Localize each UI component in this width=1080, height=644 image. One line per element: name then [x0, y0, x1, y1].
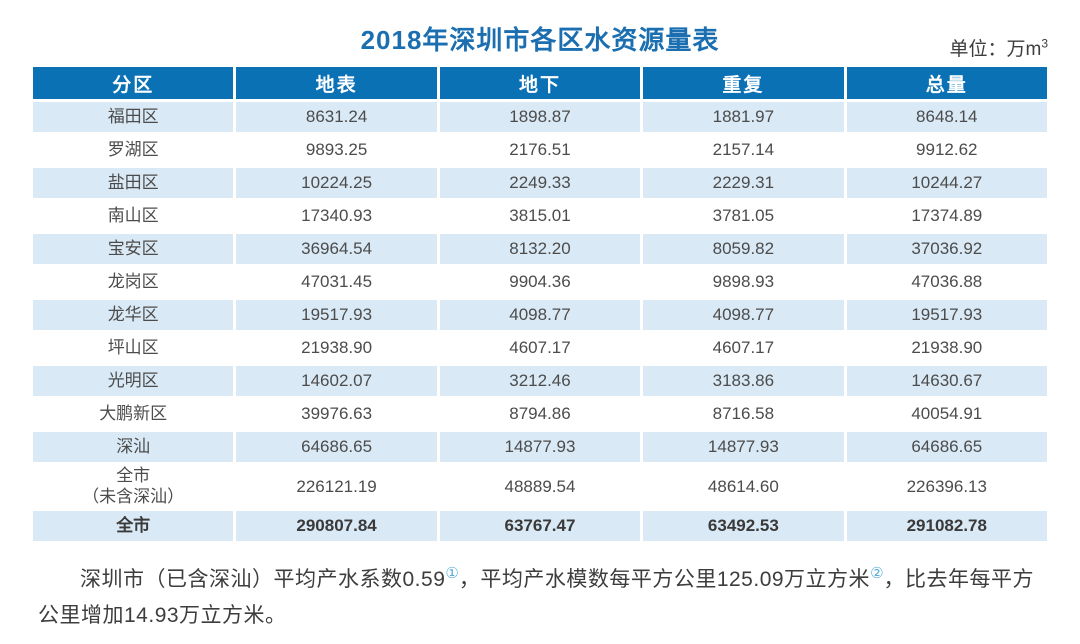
unit-text: 单位：万m: [949, 39, 1042, 60]
cell-value: 14877.93: [643, 432, 844, 462]
cell-value: 14602.07: [236, 366, 437, 396]
table-row: 南山区 17340.93 3815.01 3781.05 17374.89: [33, 201, 1047, 231]
footnote-text-2: ，平均产水模数每平方公里125.09万立方米: [458, 567, 871, 591]
table-row-total: 全市 290807.84 63767.47 63492.53 291082.78: [33, 510, 1047, 541]
cell-value: 47031.45: [236, 267, 437, 297]
cell-value: 19517.93: [846, 300, 1047, 330]
table-row: 大鹏新区 39976.63 8794.86 8716.58 40054.91: [33, 399, 1047, 429]
cell-value: 1881.97: [643, 102, 844, 132]
cell-value: 9912.62: [846, 135, 1047, 165]
cell-value: 40054.91: [846, 399, 1047, 429]
page-title: 2018年深圳市各区水资源量表: [360, 25, 720, 55]
cell-value: 9898.93: [643, 267, 844, 297]
cell-value: 3212.46: [439, 366, 641, 396]
header-band: 2018年深圳市各区水资源量表 单位：万m3: [30, 14, 1050, 64]
unit-label: 单位：万m3: [949, 34, 1048, 61]
cell-value: 3815.01: [439, 201, 641, 231]
cell-value: 226121.19: [236, 465, 437, 508]
cell-value: 8631.24: [236, 102, 437, 132]
cell-value: 1898.87: [439, 102, 641, 132]
cell-value: 21938.90: [236, 333, 437, 363]
footnote-text-1: 深圳市（已含深汕）平均产水系数0.59: [80, 567, 446, 591]
footnote-ref-1: ①: [445, 564, 459, 582]
cell-district: 福田区: [33, 102, 234, 132]
cell-value: 291082.78: [846, 510, 1047, 541]
cell-value: 8716.58: [643, 399, 844, 429]
table-row: 龙华区 19517.93 4098.77 4098.77 19517.93: [33, 300, 1047, 330]
cell-district: 龙华区: [33, 300, 234, 330]
cell-value: 4607.17: [643, 333, 844, 363]
column-header-district: 分区: [33, 67, 234, 99]
cell-value: 8648.14: [846, 102, 1047, 132]
table-row: 盐田区 10224.25 2249.33 2229.31 10244.27: [33, 168, 1047, 198]
cell-value: 9904.36: [439, 267, 641, 297]
table-header-row: 分区 地表 地下 重复 总量: [33, 67, 1047, 99]
cell-district: 全市 （未含深汕）: [33, 465, 234, 508]
cell-district: 南山区: [33, 201, 234, 231]
table-row: 全市 （未含深汕） 226121.19 48889.54 48614.60 22…: [33, 465, 1047, 508]
cell-value: 36964.54: [236, 234, 437, 264]
cell-value: 10244.27: [846, 168, 1047, 198]
cell-value: 21938.90: [846, 333, 1047, 363]
cell-value: 8132.20: [439, 234, 641, 264]
cell-value: 39976.63: [236, 399, 437, 429]
cell-value: 3183.86: [643, 366, 844, 396]
column-header-overlap: 重复: [643, 67, 844, 99]
cell-district: 光明区: [33, 366, 234, 396]
cell-district: 坪山区: [33, 333, 234, 363]
cell-district: 宝安区: [33, 234, 234, 264]
water-resources-table: 分区 地表 地下 重复 总量 福田区 8631.24 1898.87 1881.…: [30, 64, 1050, 544]
table-row: 光明区 14602.07 3212.46 3183.86 14630.67: [33, 366, 1047, 396]
cell-district: 罗湖区: [33, 135, 234, 165]
cell-value: 2176.51: [439, 135, 641, 165]
cell-value: 64686.65: [236, 432, 437, 462]
table-row: 龙岗区 47031.45 9904.36 9898.93 47036.88: [33, 267, 1047, 297]
table-row: 罗湖区 9893.25 2176.51 2157.14 9912.62: [33, 135, 1047, 165]
cell-value: 10224.25: [236, 168, 437, 198]
column-header-surface: 地表: [236, 67, 437, 99]
cell-value: 17374.89: [846, 201, 1047, 231]
cell-value: 226396.13: [846, 465, 1047, 508]
cell-value: 63767.47: [439, 510, 641, 541]
cell-value: 9893.25: [236, 135, 437, 165]
unit-superscript: 3: [1041, 36, 1048, 51]
cell-value: 47036.88: [846, 267, 1047, 297]
cell-value: 37036.92: [846, 234, 1047, 264]
cell-value: 17340.93: [236, 201, 437, 231]
cell-value: 2229.31: [643, 168, 844, 198]
footnote: 深圳市（已含深汕）平均产水系数0.59①，平均产水模数每平方公里125.09万立…: [38, 556, 1042, 634]
cell-district: 全市: [33, 510, 234, 541]
table-row: 深汕 64686.65 14877.93 14877.93 64686.65: [33, 432, 1047, 462]
table-row: 坪山区 21938.90 4607.17 4607.17 21938.90: [33, 333, 1047, 363]
cell-value: 2157.14: [643, 135, 844, 165]
cell-value: 8059.82: [643, 234, 844, 264]
cell-district: 盐田区: [33, 168, 234, 198]
cell-value: 14630.67: [846, 366, 1047, 396]
table-row: 宝安区 36964.54 8132.20 8059.82 37036.92: [33, 234, 1047, 264]
cell-value: 48614.60: [643, 465, 844, 508]
cell-value: 4098.77: [439, 300, 641, 330]
footnote-text-3: ，比去年每平方公里增加14.93万立方米。: [38, 567, 1035, 627]
cell-value: 48889.54: [439, 465, 641, 508]
cell-district: 深汕: [33, 432, 234, 462]
footnote-ref-2: ②: [870, 564, 884, 582]
column-header-underground: 地下: [439, 67, 641, 99]
cell-value: 8794.86: [439, 399, 641, 429]
cell-value: 3781.05: [643, 201, 844, 231]
cell-district: 大鹏新区: [33, 399, 234, 429]
cell-value: 2249.33: [439, 168, 641, 198]
column-header-total: 总量: [846, 67, 1047, 99]
cell-value: 64686.65: [846, 432, 1047, 462]
table-row: 福田区 8631.24 1898.87 1881.97 8648.14: [33, 102, 1047, 132]
cell-value: 4098.77: [643, 300, 844, 330]
cell-district: 龙岗区: [33, 267, 234, 297]
cell-value: 19517.93: [236, 300, 437, 330]
cell-value: 4607.17: [439, 333, 641, 363]
cell-value: 14877.93: [439, 432, 641, 462]
cell-value: 290807.84: [236, 510, 437, 541]
cell-value: 63492.53: [643, 510, 844, 541]
